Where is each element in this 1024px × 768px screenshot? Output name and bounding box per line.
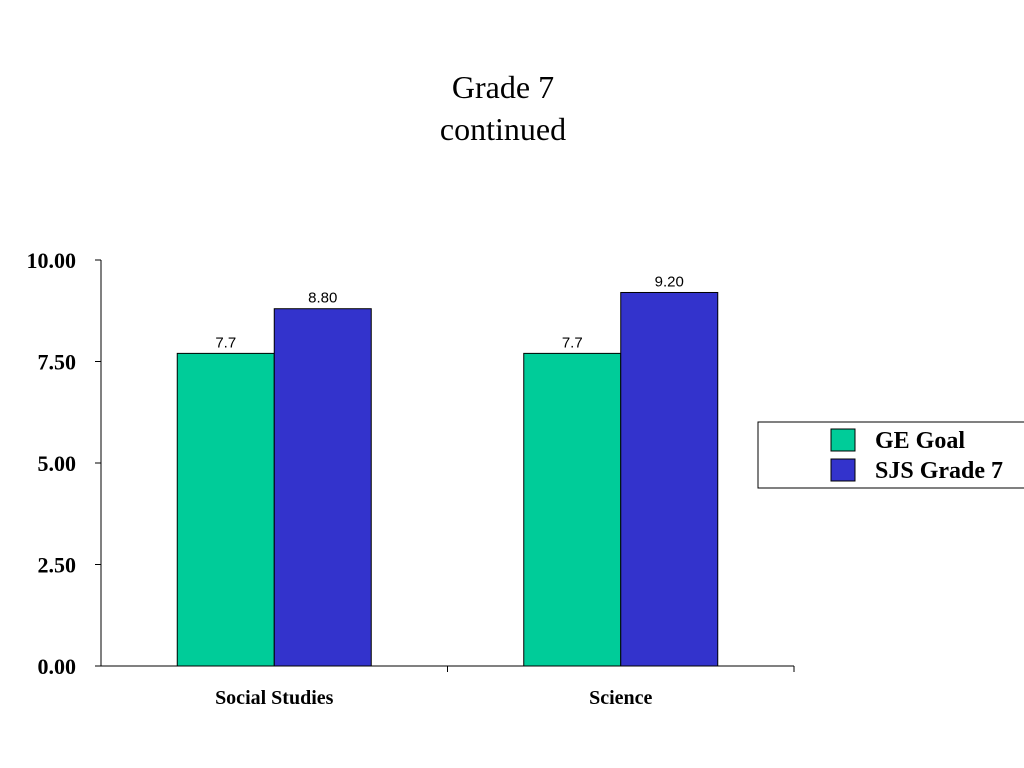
bar-sjs-grade-7 — [620, 291, 719, 667]
data-label: 9.20 — [655, 273, 684, 290]
bar-ge-goal — [523, 352, 622, 667]
chart-title: Grade 7 continued — [0, 66, 1006, 150]
legend-swatch — [830, 428, 856, 452]
title-line-2: continued — [439, 111, 567, 147]
title-line-1: Grade 7 — [451, 69, 555, 105]
y-tick-label: 5.00 — [38, 451, 77, 476]
legend-swatch — [830, 458, 856, 482]
legend-label: GE Goal — [875, 428, 965, 454]
y-tick-label: 2.50 — [38, 553, 77, 578]
data-label: 7.7 — [562, 334, 583, 351]
y-tick-label: 10.00 — [27, 248, 77, 273]
legend-box — [757, 421, 1024, 489]
data-label: 7.7 — [215, 334, 236, 351]
x-category-label: Science — [589, 687, 652, 709]
x-category-label: Social Studies — [215, 687, 334, 709]
legend-label: SJS Grade 7 — [875, 458, 1003, 484]
bar-sjs-grade-7 — [273, 308, 372, 667]
y-tick-label: 7.50 — [38, 350, 77, 375]
y-tick-label: 0.00 — [38, 654, 77, 679]
data-label: 8.80 — [308, 290, 337, 307]
bar-ge-goal — [176, 352, 275, 667]
